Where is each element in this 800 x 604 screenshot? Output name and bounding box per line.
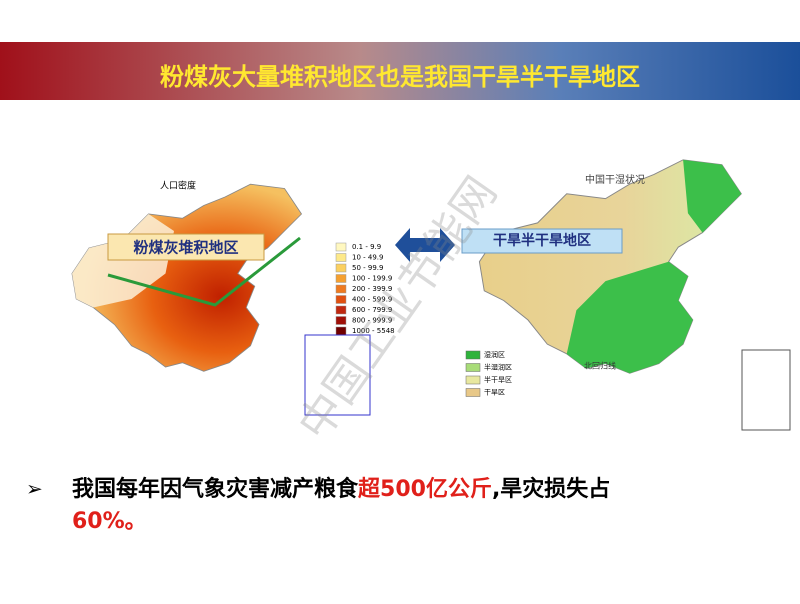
- line-label: 北回归线: [584, 361, 616, 371]
- legend-label: 50 - 99.9: [352, 264, 383, 272]
- legend-label: 800 - 999.9: [352, 317, 392, 325]
- legend-swatch: [465, 388, 481, 397]
- legend-swatch: [335, 242, 347, 252]
- title-bar: [0, 42, 800, 100]
- legend-swatch: [335, 253, 347, 262]
- label-box: [461, 228, 623, 254]
- right-map: [478, 159, 742, 374]
- inset: [741, 349, 791, 431]
- map-label: 粉煤灰堆积地区: [133, 239, 238, 257]
- legend-label: 400 - 599.9: [352, 296, 392, 304]
- double-arrow: [395, 228, 455, 262]
- legend-label: 湿润区: [484, 350, 505, 359]
- legend-label: 100 - 199.9: [352, 275, 392, 283]
- legend-label: 1000 - 5548: [352, 327, 395, 335]
- legend-swatch: [335, 274, 347, 283]
- legend-label: 600 - 799.9: [352, 306, 392, 314]
- legend-label: 半干旱区: [484, 375, 512, 384]
- legend-swatch: [335, 305, 347, 315]
- inset: [304, 334, 371, 416]
- highlight: 60%。: [72, 509, 147, 534]
- legend-label: 0.1 - 9.9: [352, 243, 381, 251]
- legend-swatch: [465, 350, 481, 360]
- legend-label: 10 - 49.9: [352, 254, 383, 262]
- left-map: [71, 183, 302, 372]
- legend-swatch: [335, 263, 347, 273]
- legend-swatch: [335, 295, 347, 304]
- title: 粉煤灰大量堆积地区也是我国干旱半干旱地区: [160, 63, 640, 91]
- legend-swatch: [335, 284, 347, 294]
- bullet-marker: ➢: [26, 477, 43, 501]
- boundary-line: [107, 236, 301, 307]
- map-title: 人口密度: [160, 180, 196, 192]
- label-box: [107, 233, 265, 261]
- highlight: 超500亿公斤: [358, 477, 492, 502]
- legend-swatch: [335, 316, 347, 325]
- legend-swatch: [335, 326, 347, 336]
- legend-label: 半湿润区: [484, 363, 512, 372]
- legend-swatch: [465, 363, 481, 372]
- legend: 0.1 - 9.9 10 - 49.9 50 - 99.9 100 - 199.9 20…: [335, 242, 395, 336]
- map-title: 中国干湿状况: [585, 173, 645, 186]
- watermark: 中国工业节能网: [289, 168, 507, 450]
- legend-label: 干旱区: [484, 389, 505, 397]
- text: 我国每年因气象灾害减产粮食: [72, 476, 359, 502]
- legend-label: 200 - 399.9: [352, 285, 392, 293]
- legend-swatch: [465, 375, 481, 385]
- text: ,旱灾损失占: [492, 476, 610, 502]
- map-label: 干旱半干旱地区: [493, 232, 591, 249]
- bullet-text: 我国每年因气象灾害减产粮食超500亿公斤,旱灾损失占: [72, 476, 610, 502]
